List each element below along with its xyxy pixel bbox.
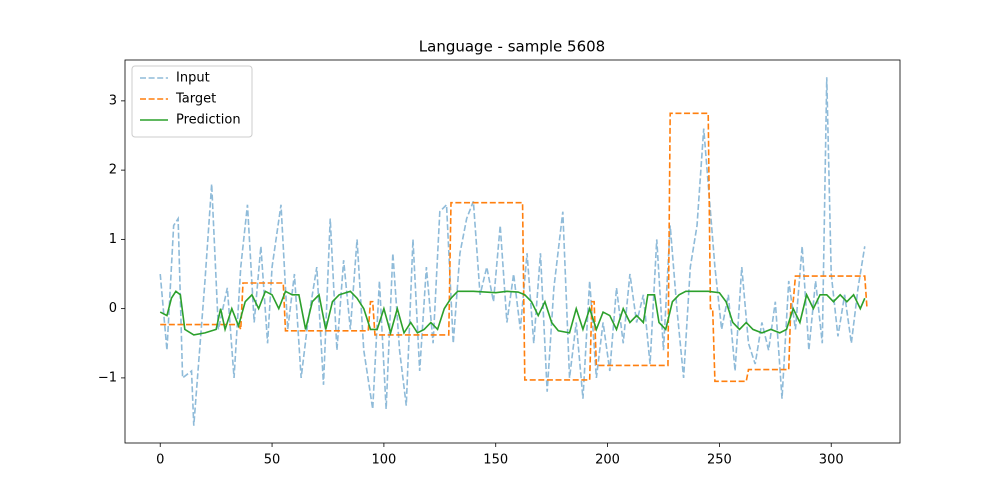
x-tick-label: 150	[483, 453, 508, 468]
line-prediction	[159, 290, 866, 336]
legend-label: Input	[176, 71, 210, 86]
y-tick-label: 0	[109, 301, 117, 316]
legend-label: Prediction	[176, 113, 241, 128]
x-tick-label: 300	[819, 453, 844, 468]
line-input	[159, 77, 866, 426]
line-target	[160, 112, 868, 383]
x-tick-label: 100	[371, 453, 396, 468]
y-tick-label: 1	[109, 232, 117, 247]
y-tick-label: 2	[109, 163, 117, 178]
x-tick-label: 50	[264, 453, 281, 468]
x-tick-label: 250	[707, 453, 732, 468]
plot-frame	[124, 59, 901, 444]
chart-title: Language - sample 5608	[419, 38, 605, 56]
y-tick-label: −1	[98, 370, 117, 385]
x-tick-label: 0	[156, 453, 164, 468]
y-tick-label: 3	[109, 93, 117, 108]
legend-label: Target	[175, 92, 216, 107]
x-tick-label: 200	[595, 453, 620, 468]
